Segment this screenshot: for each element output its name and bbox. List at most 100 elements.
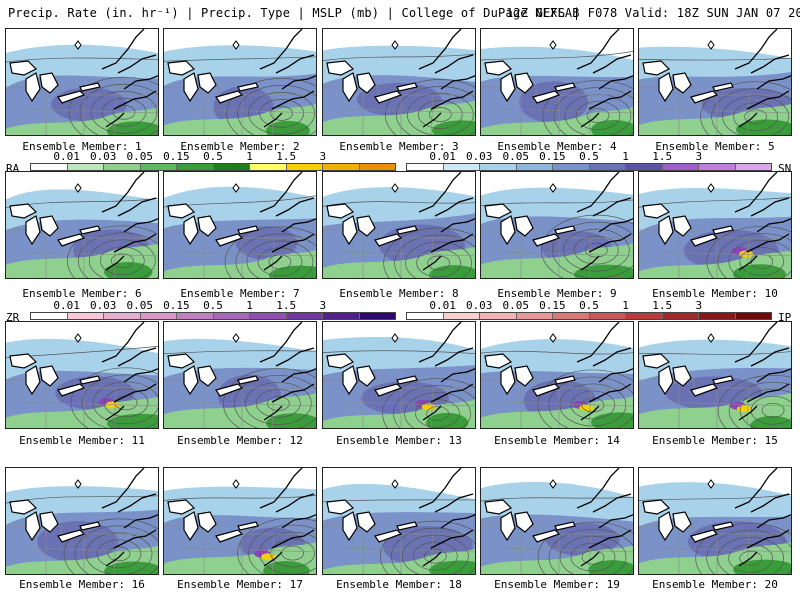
legend-ice-pellets-swatch [626,313,663,319]
legend-freezing-rain-tick: 3 [319,299,327,312]
legend-rain: RA 0.01 0.03 0.05 0.15 0.5 1 1.5 3 [4,150,396,178]
legend-rain-swatch [359,164,395,170]
legend-ice-pellets-tick: 0.03 [465,299,493,312]
legend-rain-bar [30,163,396,171]
legend-rain-swatch [31,164,68,170]
legend-snow-swatch [589,164,626,170]
ensemble-member-label: Ensemble Member: 12 [177,434,303,447]
legend-ice-pellets-swatch [443,313,480,319]
legend-freezing-rain-tick: 0.05 [126,299,154,312]
legend-snow-swatch [407,164,444,170]
legend-rain-ticks: 0.01 0.03 0.05 0.15 0.5 1 1.5 3 [30,150,396,163]
legend-rain-swatch [140,164,177,170]
legend-ice-pellets-swatch [589,313,626,319]
legend-freezing-rain-swatch [359,313,395,319]
ensemble-member-map [638,171,792,279]
legend-ice-pellets-swatch [662,313,699,319]
legend-rain-swatch [104,164,141,170]
legend-rain-swatch [177,164,214,170]
legend-rain-tick: 1.5 [276,150,297,163]
legend-ice-pellets-swatch [735,313,771,319]
legend-freezing-rain-tick: 0.03 [89,299,117,312]
legend-ice-pellets-swatch [699,313,736,319]
legend-snow-ticks: 0.01 0.03 0.05 0.15 0.5 1 1.5 3 [406,150,772,163]
legend-freezing-rain-tick: 1 [246,299,253,312]
ensemble-member-map [638,321,792,429]
legend-rain-swatch [67,164,104,170]
legend-snow-swatch [626,164,663,170]
legend-ice-pellets-swatch [407,313,444,319]
legend-ice-pellets-tag: IP [778,311,792,324]
ensemble-member-label: Ensemble Member: 20 [652,578,778,591]
legend-freezing-rain-ticks: 0.01 0.03 0.05 0.15 0.5 1 1.5 3 [30,299,396,312]
legend-freezing-rain-swatch [104,313,141,319]
ensemble-member-map [480,28,634,136]
ensemble-member-label: Ensemble Member: 7 [180,287,300,300]
legend-rain-swatch [323,164,360,170]
ensemble-member-label: Ensemble Member: 3 [339,140,459,153]
legend-snow-tick: 1.5 [652,150,673,163]
ensemble-member-map [322,321,476,429]
ensemble-member-map [322,28,476,136]
header-left: Precip. Rate (in. hr⁻¹) | Precip. Type |… [8,6,580,20]
legend-ice-pellets-tick: 0.05 [502,299,530,312]
legend-snow-tick: 0.03 [465,150,493,163]
ensemble-member-map [5,171,159,279]
legend-rain-tick: 0.01 [53,150,80,163]
legend-freezing-rain-bar [30,312,396,320]
legend-snow-bar [406,163,772,171]
legend-snow-swatch [516,164,553,170]
legend-rain-tick: 0.03 [89,150,117,163]
legend-snow-tick: 1 [622,150,629,163]
ensemble-member-label: Ensemble Member: 17 [177,578,303,591]
legend-freezing-rain-swatch [177,313,214,319]
legend-freezing-rain-swatch [323,313,360,319]
legend-rain-tick: 3 [319,150,327,163]
legend-snow-swatch [443,164,480,170]
legend-rain-swatch [213,164,250,170]
ensemble-member-map [480,467,634,575]
ensemble-member-map [5,321,159,429]
legend-ice-pellets-tick: 0.5 [579,299,599,312]
legend-freezing-rain-swatch [67,313,104,319]
legend-ice-pellets-swatch [516,313,553,319]
ensemble-member-map [163,171,317,279]
ensemble-member-map [163,28,317,136]
legend-ice-pellets-swatch [480,313,517,319]
legend-ice-pellets: 0.01 0.03 0.05 0.15 0.5 1 1.5 3 IP [404,299,796,327]
ensemble-member-map [322,467,476,575]
ensemble-member-label: Ensemble Member: 15 [652,434,778,447]
ensemble-member-label: Ensemble Member: 14 [494,434,620,447]
ensemble-member-label: Ensemble Member: 18 [336,578,462,591]
legend-freezing-rain-tick: 0.5 [203,299,223,312]
legend-snow-tick: 3 [695,150,703,163]
ensemble-member-label: Ensemble Member: 19 [494,578,620,591]
legend-freezing-rain-tick: 0.15 [163,299,190,312]
legend-freezing-rain: ZR 0.01 0.03 0.05 0.15 0.5 1 1.5 3 [4,299,396,327]
ensemble-member-map [480,171,634,279]
legend-snow-swatch [735,164,771,170]
legend-snow-tick: 0.5 [579,150,599,163]
legend-freezing-rain-swatch [286,313,323,319]
ensemble-member-label: Ensemble Member: 8 [339,287,459,300]
legend-snow-tick: 0.05 [502,150,530,163]
legend-freezing-rain-tag: ZR [6,311,20,324]
ensemble-member-label: Ensemble Member: 11 [19,434,145,447]
legend-rain-swatch [250,164,287,170]
legend-snow-swatch [553,164,590,170]
legend-freezing-rain-tick: 0.01 [53,299,80,312]
legend-freezing-rain-swatch [140,313,177,319]
legend-freezing-rain-swatch [213,313,250,319]
legend-snow-swatch [480,164,517,170]
ensemble-member-map [5,28,159,136]
ensemble-member-map [163,467,317,575]
ensemble-member-label: Ensemble Member: 13 [336,434,462,447]
legend-rain-swatch [286,164,323,170]
legend-ice-pellets-tick: 0.01 [429,299,456,312]
legend-snow-swatch [699,164,736,170]
legend-rain-tick: 1 [246,150,253,163]
ensemble-member-map [322,171,476,279]
legend-snow-swatch [662,164,699,170]
legend-rain-tick: 0.5 [203,150,223,163]
ensemble-member-map [163,321,317,429]
